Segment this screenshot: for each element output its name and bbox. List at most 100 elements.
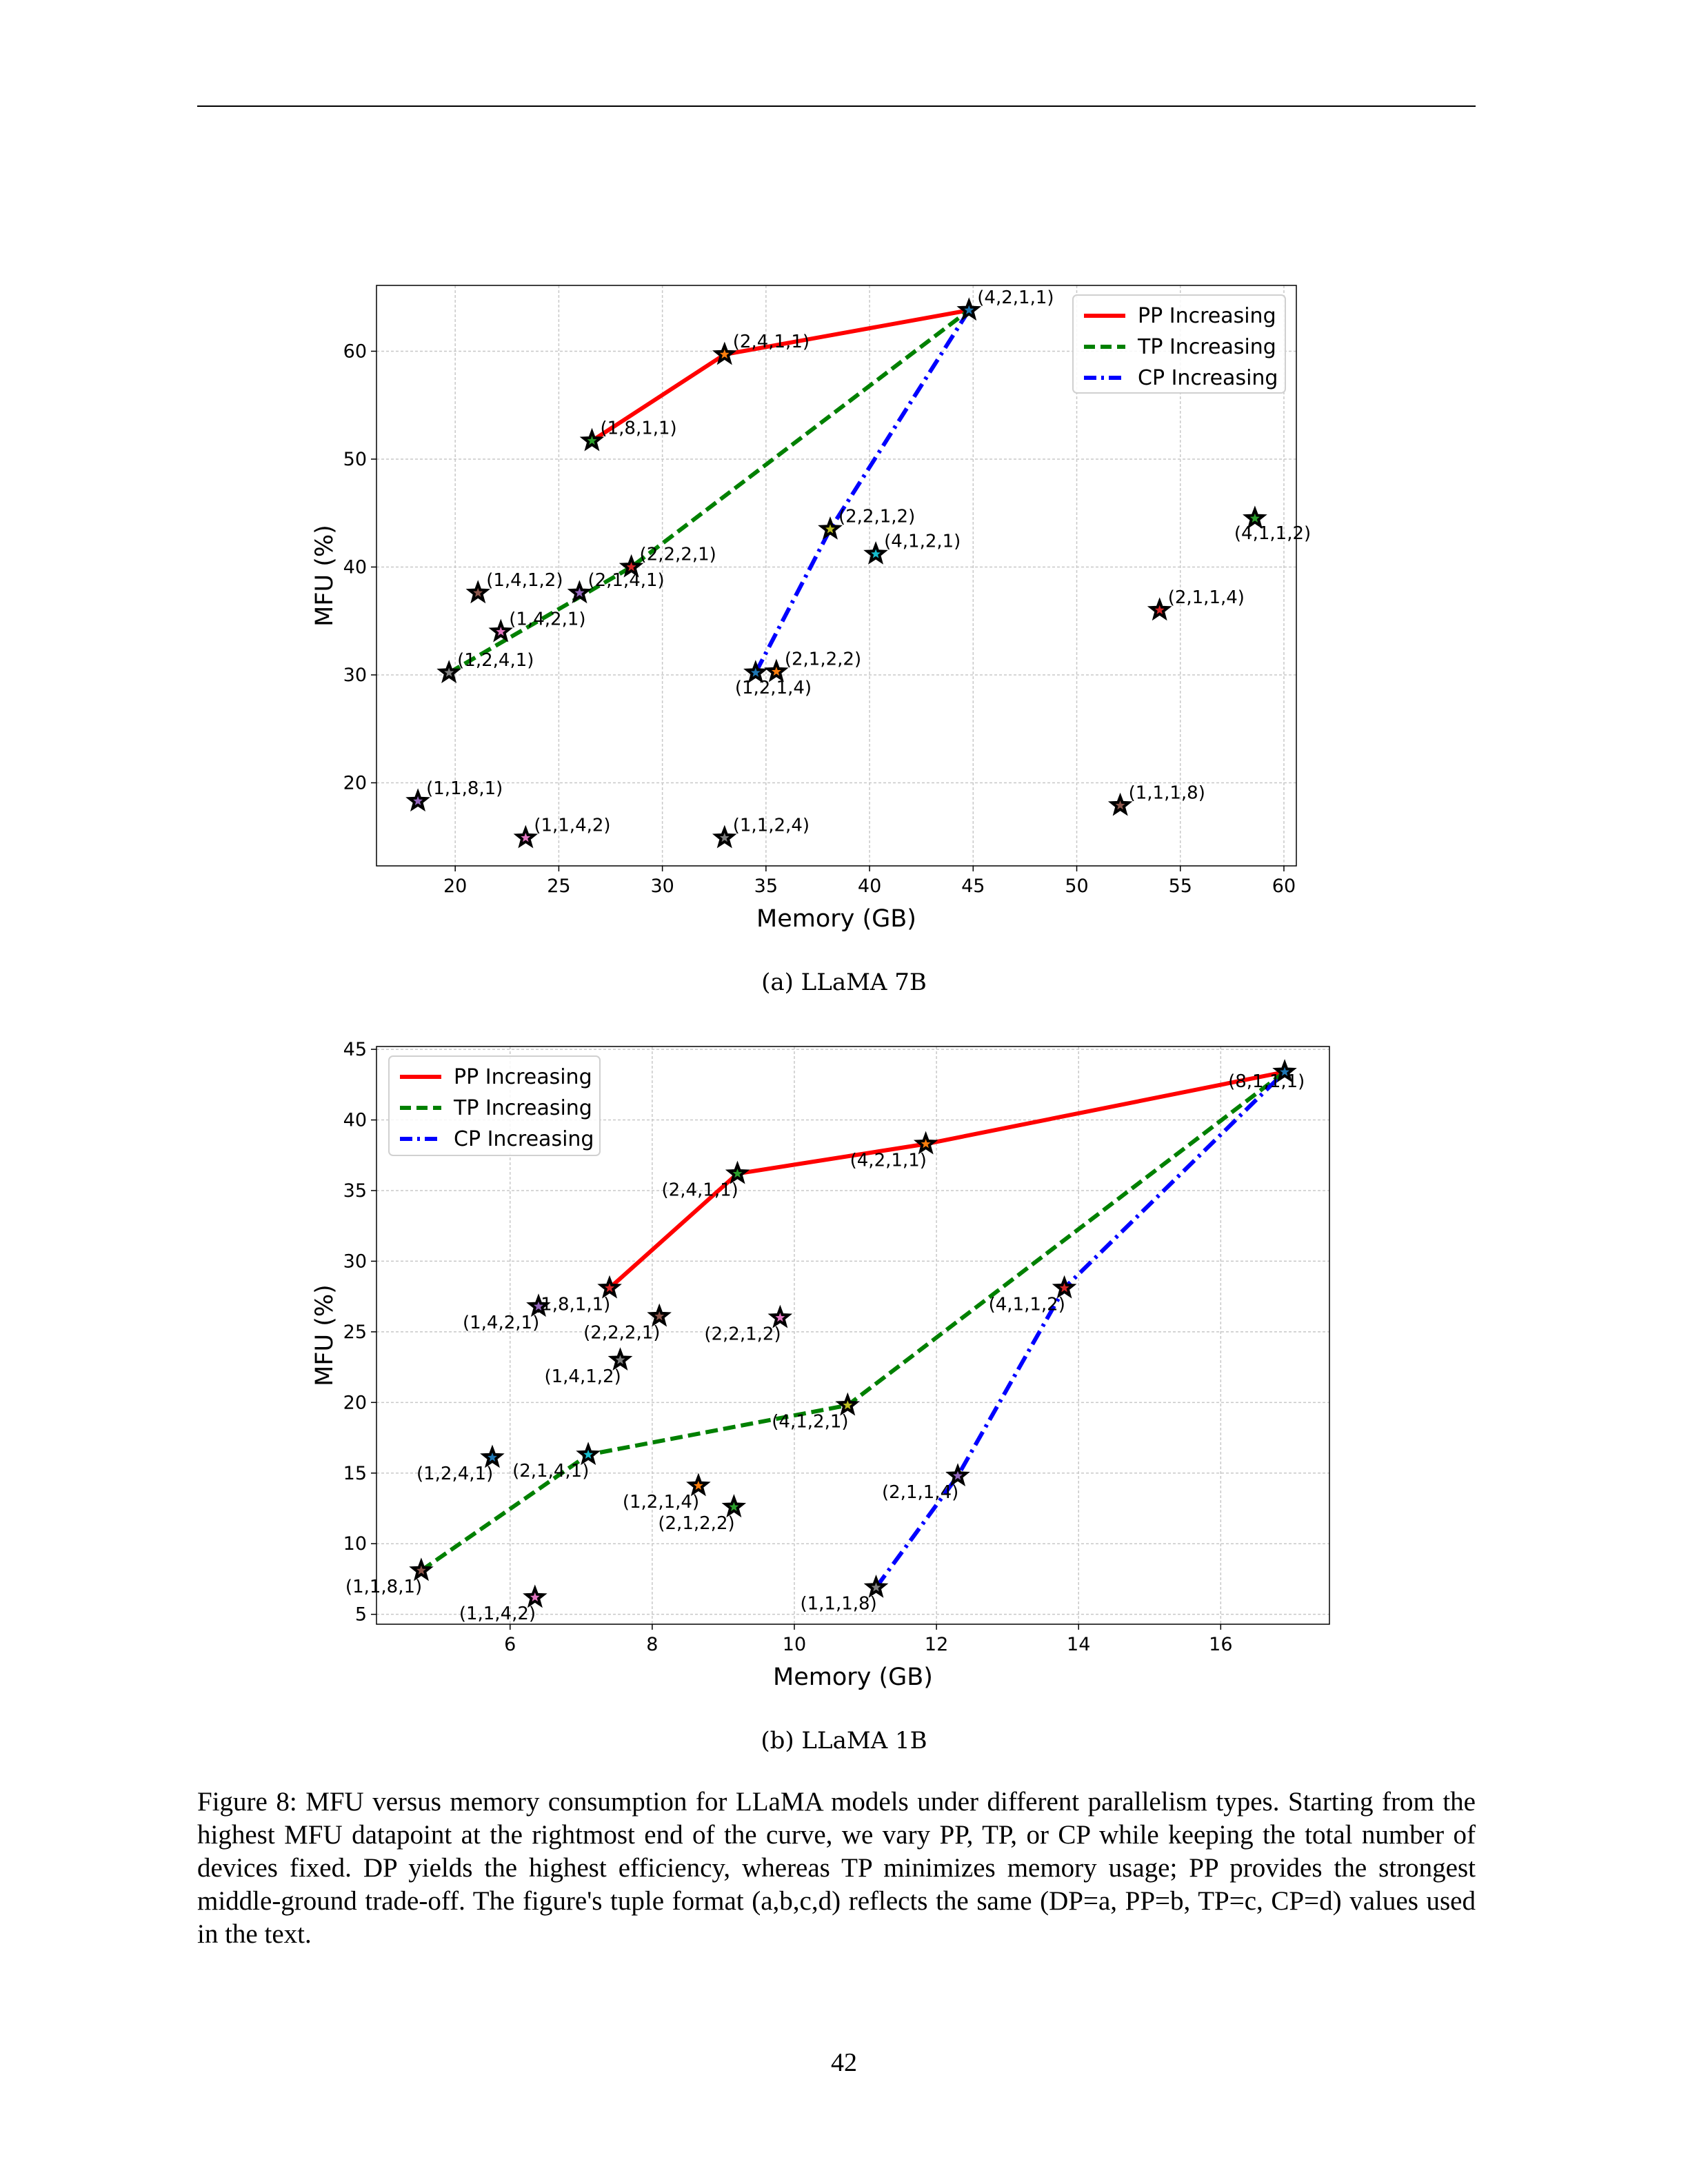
data-point-label: (4,1,1,2) <box>989 1294 1065 1315</box>
data-point-star <box>767 1304 793 1328</box>
legend-label: PP Increasing <box>1138 304 1276 328</box>
data-point-label: (1,4,1,2) <box>486 570 563 591</box>
data-point-label: (2,2,1,2) <box>704 1324 781 1344</box>
y-tick-label: 35 <box>343 1180 367 1202</box>
plot-frame <box>376 1046 1330 1625</box>
subcaption-a: (a) LLaMA 7B <box>761 969 927 996</box>
x-tick-label: 6 <box>504 1634 516 1655</box>
data-point-label: (1,1,2,4) <box>733 815 810 836</box>
data-point-label: (2,1,1,4) <box>882 1482 958 1503</box>
data-point-star <box>725 1160 750 1184</box>
data-point-star <box>480 1444 505 1468</box>
header-rule <box>197 105 1476 107</box>
data-point-label: (1,4,2,1) <box>463 1313 539 1333</box>
data-point-star <box>405 788 430 812</box>
data-point-label: (2,1,2,2) <box>658 1513 734 1534</box>
data-point-label: (1,4,1,2) <box>544 1366 621 1387</box>
y-tick-label: 30 <box>343 665 367 686</box>
series-line-tp <box>420 1070 1286 1573</box>
page-number: 42 <box>831 2048 857 2077</box>
data-point-star <box>465 580 491 604</box>
series-line-cp <box>874 1070 1287 1589</box>
x-tick-label: 8 <box>646 1634 658 1655</box>
y-tick-label: 20 <box>343 772 367 793</box>
y-tick-label: 5 <box>355 1604 367 1626</box>
data-point-star <box>818 516 843 540</box>
y-tick-label: 60 <box>343 341 367 362</box>
figure-caption: Figure 8: MFU versus memory consumption … <box>197 1787 1476 1949</box>
subcaption-b: (b) LLaMA 1B <box>761 1727 927 1755</box>
data-point-star <box>956 297 982 321</box>
x-tick-label: 30 <box>650 876 674 897</box>
data-point-label: (2,1,1,4) <box>1168 587 1245 608</box>
data-point-star <box>1147 597 1172 621</box>
data-point-label: (4,1,2,1) <box>884 532 961 552</box>
x-tick-label: 12 <box>925 1634 948 1655</box>
x-tick-label: 55 <box>1169 876 1192 897</box>
data-point-star <box>913 1131 938 1155</box>
data-point-star <box>863 1574 889 1598</box>
x-tick-label: 25 <box>547 876 570 897</box>
data-point-label: (2,1,4,1) <box>512 1461 589 1482</box>
data-point-star <box>488 618 513 643</box>
legend-box <box>388 1055 601 1156</box>
legend-label: PP Increasing <box>454 1065 592 1089</box>
data-point-star <box>607 1347 633 1371</box>
y-tick-label: 10 <box>343 1533 367 1555</box>
data-point-label: (1,1,4,2) <box>459 1604 536 1624</box>
y-tick-label: 25 <box>343 1322 367 1343</box>
data-point-star <box>513 825 539 849</box>
data-point-star <box>436 660 461 684</box>
data-point-star <box>597 1275 622 1299</box>
data-point-label: (1,1,4,2) <box>534 815 610 836</box>
x-tick-label: 60 <box>1272 876 1296 897</box>
y-tick-label: 40 <box>343 1110 367 1131</box>
data-point-label: (2,1,2,2) <box>785 649 861 669</box>
data-point-star <box>764 658 789 682</box>
data-point-label: (1,1,1,8) <box>1129 782 1205 803</box>
data-point-star <box>1243 505 1267 529</box>
legend-label: CP Increasing <box>1138 366 1278 390</box>
chart-a: 20 25 30 35 40 45 50 55 60 20 30 40 50 60 Memory (GB) M… <box>311 285 1311 933</box>
x-tick-label: 40 <box>858 876 881 897</box>
data-point-star <box>619 554 644 578</box>
series-line-pp <box>607 1069 1285 1290</box>
data-point-label: (1,2,1,4) <box>623 1492 699 1513</box>
data-point-star <box>743 660 768 684</box>
y-tick-label: 30 <box>343 1251 367 1272</box>
data-point-star <box>686 1473 711 1497</box>
data-point-star <box>647 1303 672 1327</box>
data-point-label: (1,1,1,8) <box>800 1594 876 1615</box>
data-point-label: (8,1,1,1) <box>1228 1071 1305 1092</box>
chart-b: 6 8 10 12 14 16 5 10 15 20 25 30 35 40 45 Memory (GB) MF… <box>311 1039 1330 1691</box>
y-axis-label: MFU (%) <box>311 1284 339 1386</box>
x-tick-label: 50 <box>1065 876 1088 897</box>
legend-label: TP Increasing <box>453 1096 592 1120</box>
y-tick-label: 20 <box>343 1392 367 1413</box>
data-point-label: (2,4,1,1) <box>662 1180 738 1200</box>
data-point-label: (2,2,1,2) <box>838 507 915 527</box>
x-tick-label: 20 <box>443 876 467 897</box>
legend: PP Increasing TP Increasing CP Increasing <box>1072 294 1286 394</box>
legend: PP Increasing TP Increasing CP Increasing <box>388 1055 601 1156</box>
y-axis-label: MFU (%) <box>311 525 339 627</box>
x-tick-label: 14 <box>1067 1634 1090 1655</box>
y-tick-label: 15 <box>343 1463 367 1484</box>
data-point-label: (1,4,2,1) <box>509 609 585 629</box>
y-tick-label: 40 <box>343 556 367 578</box>
data-point-label: (4,1,2,1) <box>772 1411 848 1432</box>
data-point-label: (1,2,4,1) <box>457 650 534 671</box>
data-point-star <box>712 825 737 849</box>
data-point-star <box>567 580 592 604</box>
plot-frame <box>376 285 1297 867</box>
data-point-label: (1,2,1,4) <box>735 678 812 698</box>
legend-box <box>1072 294 1286 394</box>
data-point-star <box>523 1584 547 1608</box>
data-point-star <box>945 1463 970 1487</box>
x-tick-label: 10 <box>783 1634 806 1655</box>
data-point-star <box>835 1392 860 1416</box>
data-point-label: (2,2,2,1) <box>640 544 716 565</box>
x-tick-label: 16 <box>1209 1634 1232 1655</box>
legend-label: TP Increasing <box>1137 335 1276 359</box>
